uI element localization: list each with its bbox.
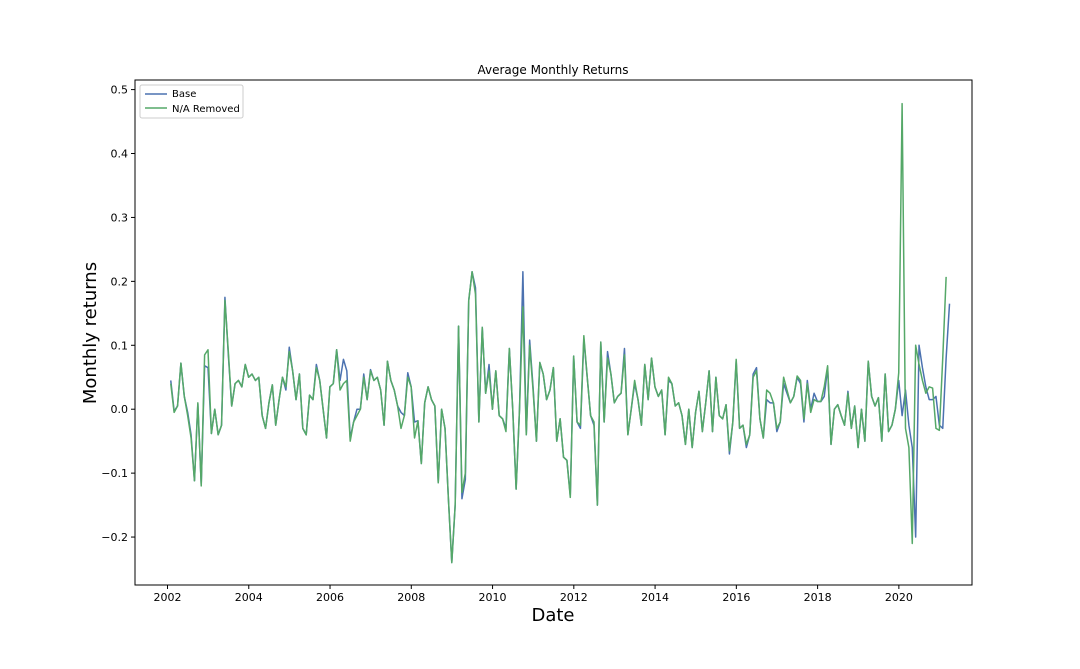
- x-axis: 2002 2004 2006 2008 2010 2012 2014 2016 2018 2020: [154, 585, 913, 604]
- x-tick-label: 2018: [804, 591, 832, 604]
- x-tick-label: 2014: [641, 591, 669, 604]
- y-tick-label: 0.5: [111, 84, 129, 97]
- y-tick-label: 0.1: [111, 339, 129, 352]
- y-tick-label: 0.4: [111, 148, 129, 161]
- y-tick-label: 0.2: [111, 275, 129, 288]
- y-tick-label: 0.0: [111, 403, 129, 416]
- plot-frame: [134, 79, 973, 586]
- x-tick-label: 2004: [235, 591, 263, 604]
- y-tick-label: 0.3: [111, 211, 129, 224]
- series-line-base: [170, 271, 951, 564]
- y-axis-label: Monthly returns: [80, 262, 101, 404]
- series-layer: [170, 102, 951, 564]
- legend-label-base: Base: [172, 89, 196, 100]
- x-tick-label: 2002: [154, 591, 182, 604]
- legend: Base N/A Removed: [139, 84, 244, 119]
- y-tick-label: −0.1: [101, 467, 128, 480]
- x-tick-label: 2006: [316, 591, 344, 604]
- y-axis: −0.2 −0.1 0.0 0.1 0.2 0.3 0.4 0.5: [101, 84, 135, 544]
- legend-label-na-removed: N/A Removed: [172, 104, 240, 115]
- x-axis-label: Date: [531, 605, 574, 626]
- y-tick-label: −0.2: [101, 531, 128, 544]
- x-tick-label: 2012: [560, 591, 588, 604]
- x-tick-label: 2016: [722, 591, 750, 604]
- x-tick-label: 2008: [397, 591, 425, 604]
- series-line-na-removed: [170, 102, 947, 564]
- x-tick-label: 2020: [885, 591, 913, 604]
- plot-area: [170, 102, 951, 564]
- x-tick-label: 2010: [479, 591, 507, 604]
- chart-title: Average Monthly Returns: [477, 63, 628, 77]
